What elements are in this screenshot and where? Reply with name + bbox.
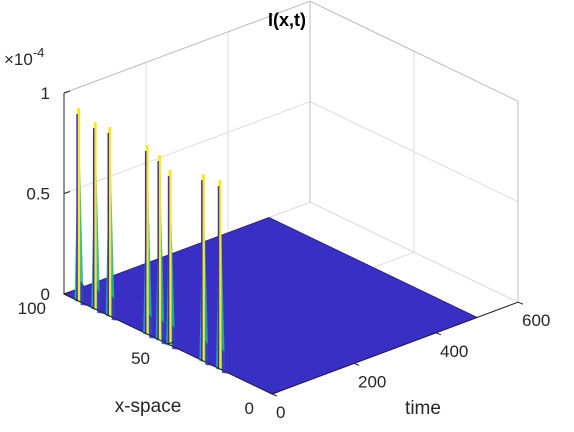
z-tick [63, 191, 71, 194]
x-axis-line [271, 301, 519, 395]
x-tick-label: 0 [276, 403, 285, 422]
spike-tail [172, 325, 193, 351]
z-tick-label: 0.5 [26, 185, 50, 204]
axes [63, 90, 524, 397]
x-axis-label: time [405, 398, 441, 419]
grid-line [309, 201, 519, 303]
x-tick [271, 393, 278, 397]
grid-line [309, 101, 519, 203]
spike-tail [222, 349, 242, 375]
z-tick [63, 90, 71, 94]
surface [62, 216, 479, 395]
spike-tail [111, 296, 132, 322]
spike [216, 180, 242, 375]
x-tick-label: 400 [440, 342, 468, 361]
spike [105, 127, 132, 322]
spikes [74, 108, 242, 375]
z-exponent-label: ×10-4 [4, 45, 44, 69]
y-tick [271, 391, 279, 395]
z-tick-label: 1 [41, 84, 50, 103]
y-tick [167, 341, 175, 345]
y-tick-label: 0 [245, 399, 254, 418]
z-exponent-base: ×10 [4, 50, 33, 69]
box-edge [309, 0, 519, 102]
labels: I(x,t) time x-space ×10-4 0 200 400 600 0 50 1… [4, 10, 550, 422]
y-axis-label: x-space [115, 396, 182, 417]
y-tick-label: 50 [131, 349, 150, 368]
spike [74, 108, 101, 307]
z-exponent-power: -4 [33, 45, 45, 60]
box-edge [63, 0, 311, 94]
z-tick-label: 0 [41, 285, 50, 304]
grid-line [63, 101, 311, 194]
spike [166, 170, 193, 351]
y-tick-label: 100 [18, 299, 46, 318]
z-tick [63, 291, 71, 295]
x-tick [435, 332, 442, 336]
x-tick [353, 362, 360, 366]
x-tick [517, 301, 524, 305]
chart-title: I(x,t) [268, 10, 306, 30]
x-tick-label: 200 [358, 372, 386, 391]
surface-floor [62, 216, 479, 395]
spike [199, 174, 226, 367]
x-tick-label: 600 [522, 311, 550, 330]
